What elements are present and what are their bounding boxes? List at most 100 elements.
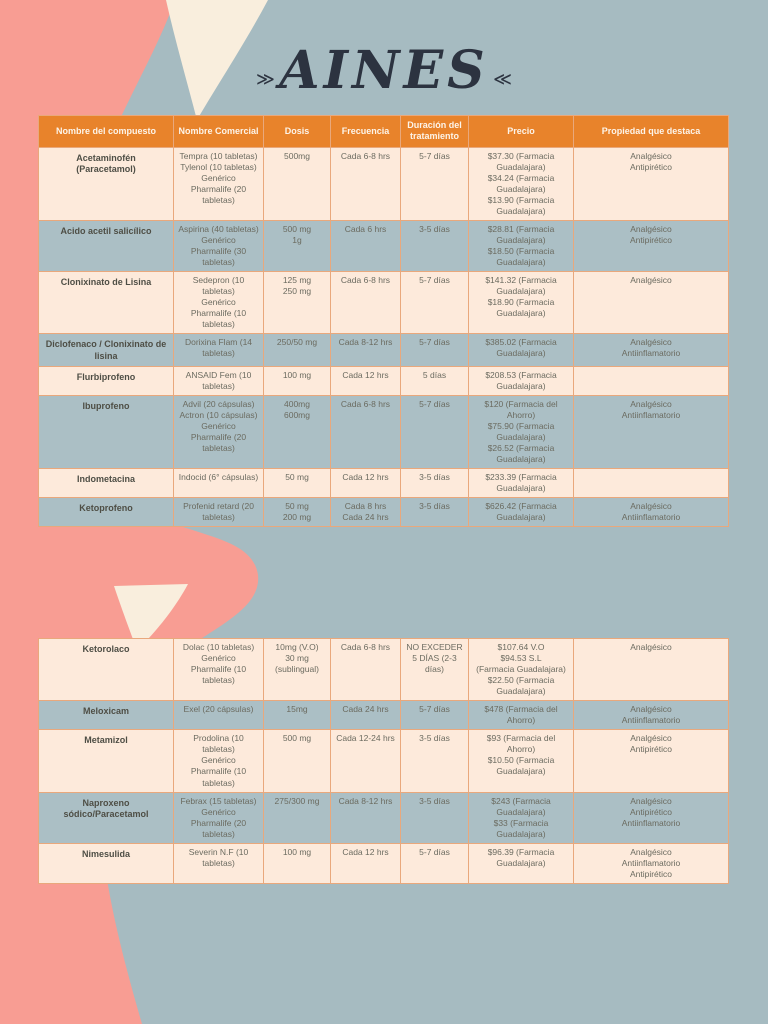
column-header: Nombre Comercial	[173, 115, 264, 148]
cell-duration: 3-5 días	[400, 497, 469, 528]
cell-dose: 50 mg 200 mg	[263, 497, 331, 528]
page-title: AINES	[279, 40, 489, 101]
table-row: Acido acetil salicílico Aspirina (40 tabl…	[38, 219, 729, 272]
column-header: Duración del tratamiento	[400, 115, 469, 148]
cell-brand-name: Febrax (15 tabletas) Genérico Pharmalife…	[173, 791, 264, 844]
cell-duration: 5-7 días	[400, 270, 469, 335]
cell-frequency: Cada 12 hrs	[330, 365, 401, 396]
cell-compound-name: Clonixinato de Lisina	[38, 270, 174, 335]
cell-compound-name: Nimesulida	[38, 842, 174, 884]
table-row: Indometacina Indocid (6° cápsulas) 50 mg Ca…	[38, 467, 729, 499]
cell-price: $233.39 (Farmacia Guadalajara)	[468, 467, 574, 499]
cell-compound-name: Ketoprofeno	[38, 497, 174, 528]
cell-dose: 15mg	[263, 700, 331, 731]
cell-brand-name: Sedepron (10 tabletas) Genérico Pharmali…	[173, 270, 264, 335]
cell-brand-name: ANSAID Fem (10 tabletas)	[173, 365, 264, 396]
cell-dose: 250/50 mg	[263, 333, 331, 367]
cell-compound-name: Diclofenaco / Clonixinato de lisina	[38, 333, 174, 367]
cream-wedge-middle-shape	[114, 584, 188, 650]
cell-property: Analgésico Antipirético	[573, 146, 729, 221]
cell-price: $141.32 (Farmacia Guadalajara) $18.90 (F…	[468, 270, 574, 335]
cell-property: Analgésico Antiinflamatorio	[573, 700, 729, 731]
cell-property: Analgésico Antipirético	[573, 729, 729, 793]
cell-frequency: Cada 6-8 hrs	[330, 146, 401, 221]
header-row: Nombre del compuesto Nombre Comercial Dosi…	[38, 115, 729, 148]
cell-price: $478 (Farmacia del Ahorro)	[468, 700, 574, 731]
table-row: Meloxicam Exel (20 cápsulas) 15mg Cada 24 h…	[38, 700, 729, 731]
cell-property: Analgésico Antiinflamatorio Antipirético	[573, 842, 729, 884]
column-header: Precio	[468, 115, 574, 148]
cell-duration: 3-5 días	[400, 729, 469, 793]
table-row: Flurbiprofeno ANSAID Fem (10 tabletas) 100…	[38, 365, 729, 396]
column-header: Propiedad que destaca	[573, 115, 729, 148]
cell-price: $626.42 (Farmacia Guadalajara)	[468, 497, 574, 528]
cell-brand-name: Advil (20 cápsulas) Actron (10 cápsulas)…	[173, 394, 264, 469]
cell-dose: 125 mg 250 mg	[263, 270, 331, 335]
cell-duration: 5-7 días	[400, 146, 469, 221]
cell-frequency: Cada 24 hrs	[330, 700, 401, 731]
column-header: Dosis	[263, 115, 331, 148]
cell-dose: 100 mg	[263, 365, 331, 396]
cell-compound-name: Acido acetil salicílico	[38, 219, 174, 272]
cell-dose: 100 mg	[263, 842, 331, 884]
table-row: Ibuprofeno Advil (20 cápsulas) Actron (10…	[38, 394, 729, 469]
cell-price: $28.81 (Farmacia Guadalajara) $18.50 (Fa…	[468, 219, 574, 272]
cell-price: $107.64 V.O $94.53 S.L (Farmacia Guadala…	[468, 637, 574, 702]
cell-price: $93 (Farmacia del Ahorro) $10.50 (Farmac…	[468, 729, 574, 793]
cream-wedge-top-shape	[166, 0, 268, 120]
cell-compound-name: Meloxicam	[38, 700, 174, 731]
cell-price: $243 (Farmacia Guadalajara) $33 (Farmaci…	[468, 791, 574, 844]
table-row: Clonixinato de Lisina Sedepron (10 tablet…	[38, 270, 729, 335]
cell-property	[573, 467, 729, 499]
cell-duration: 5-7 días	[400, 842, 469, 884]
cell-brand-name: Indocid (6° cápsulas)	[173, 467, 264, 499]
cell-property: Analgésico Antipirético Antiinflamatorio	[573, 791, 729, 844]
cell-brand-name: Exel (20 cápsulas)	[173, 700, 264, 731]
cell-duration: 5-7 días	[400, 700, 469, 731]
cell-compound-name: Indometacina	[38, 467, 174, 499]
right-flourish-icon: ≪	[493, 69, 512, 90]
cell-brand-name: Profenid retard (20 tabletas)	[173, 497, 264, 528]
cell-frequency: Cada 6-8 hrs	[330, 637, 401, 702]
cell-property: Analgésico Antiinflamatorio	[573, 497, 729, 528]
cell-dose: 500 mg	[263, 729, 331, 793]
cell-dose: 500mg	[263, 146, 331, 221]
cell-property: Analgésico Antiinflamatorio	[573, 394, 729, 469]
cell-price: $208.53 (Farmacia Guadalajara)	[468, 365, 574, 396]
cell-frequency: Cada 12 hrs	[330, 842, 401, 884]
cell-duration: 3-5 días	[400, 467, 469, 499]
cell-brand-name: Dorixina Flam (14 tabletas)	[173, 333, 264, 367]
cell-price: $385.02 (Farmacia Guadalajara)	[468, 333, 574, 367]
cell-dose: 50 mg	[263, 467, 331, 499]
page-header: ≫ AINES ≪	[0, 40, 768, 101]
table-row: Diclofenaco / Clonixinato de lisina Dorix…	[38, 333, 729, 367]
cell-brand-name: Prodolina (10 tabletas) Genérico Pharmal…	[173, 729, 264, 793]
cell-dose: 400mg 600mg	[263, 394, 331, 469]
table-row: Acetaminofén (Paracetamol) Tempra (10 tab…	[38, 146, 729, 221]
cell-brand-name: Aspirina (40 tabletas) Genérico Pharmali…	[173, 219, 264, 272]
table-row: Naproxeno sódico/Paracetamol Febrax (15 t…	[38, 791, 729, 844]
cell-brand-name: Tempra (10 tabletas) Tylenol (10 tableta…	[173, 146, 264, 221]
table-row: Metamizol Prodolina (10 tabletas) Genéric…	[38, 729, 729, 793]
cell-property	[573, 365, 729, 396]
table-row: Ketoprofeno Profenid retard (20 tabletas)…	[38, 497, 729, 528]
cell-price: $37.30 (Farmacia Guadalajara) $34.24 (Fa…	[468, 146, 574, 221]
column-header: Frecuencia	[330, 115, 401, 148]
cell-compound-name: Acetaminofén (Paracetamol)	[38, 146, 174, 221]
cell-frequency: Cada 12 hrs	[330, 467, 401, 499]
cell-dose: 500 mg 1g	[263, 219, 331, 272]
aines-table-part-1: Nombre del compuesto Nombre Comercial Dosi…	[38, 115, 729, 528]
cell-compound-name: Metamizol	[38, 729, 174, 793]
cell-compound-name: Ketorolaco	[38, 637, 174, 702]
table-row: Ketorolaco Dolac (10 tabletas) Genérico P…	[38, 637, 729, 702]
cell-duration: 5-7 días	[400, 333, 469, 367]
left-flourish-icon: ≫	[256, 69, 275, 90]
cell-frequency: Cada 12-24 hrs	[330, 729, 401, 793]
cell-frequency: Cada 6-8 hrs	[330, 270, 401, 335]
aines-table-part-2: Ketorolaco Dolac (10 tabletas) Genérico P…	[38, 637, 729, 884]
cell-property: Analgésico	[573, 270, 729, 335]
cell-compound-name: Naproxeno sódico/Paracetamol	[38, 791, 174, 844]
cell-frequency: Cada 8-12 hrs	[330, 333, 401, 367]
cell-duration: 3-5 días	[400, 791, 469, 844]
